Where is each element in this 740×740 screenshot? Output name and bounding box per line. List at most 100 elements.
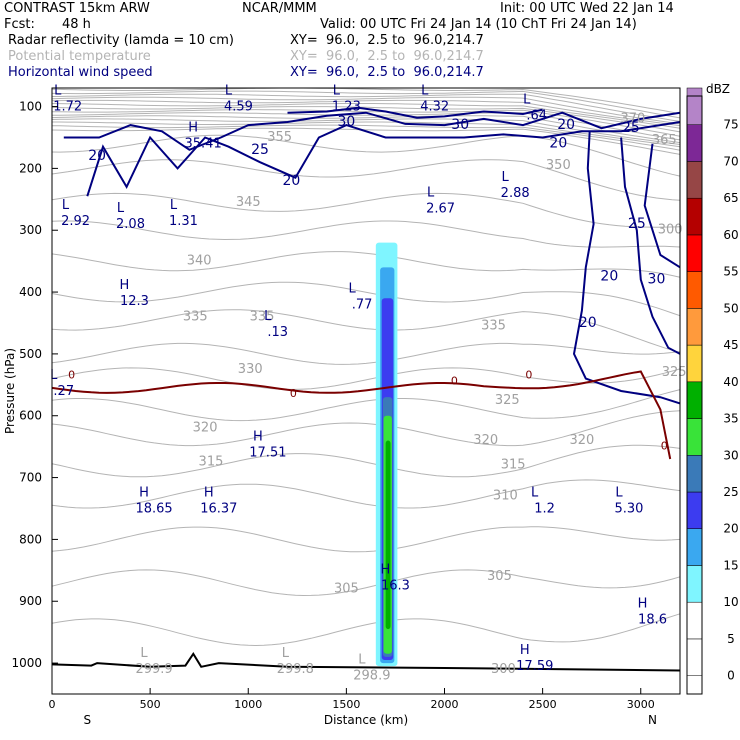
center-value: 18.65	[135, 501, 172, 516]
theta-contour	[51, 220, 681, 248]
center-marker-H: H	[253, 430, 263, 445]
field-xy-wind: XY= 96.0, 2.5 to 96.0,214.7	[290, 65, 484, 80]
freezing-label: 0	[451, 375, 458, 388]
wind-label: 30	[337, 114, 355, 130]
colorbar-label: 5	[727, 632, 735, 646]
wind-speed-contour	[86, 121, 681, 197]
x-tick-label: 1000	[234, 698, 262, 711]
forecast-label: Fcst:	[4, 17, 35, 32]
center-marker-L: L	[54, 83, 62, 98]
center-value: 2.92	[61, 214, 90, 229]
y-tick-label: 700	[19, 471, 42, 485]
wind-label: 25	[622, 120, 640, 136]
theta-label: 300	[491, 662, 516, 677]
center-marker-H: H	[381, 563, 391, 578]
theta-contour	[51, 569, 681, 597]
center-marker-L: L	[170, 198, 178, 213]
center-value: 298.9	[353, 668, 390, 683]
center-value: 5.30	[614, 501, 643, 516]
center-value: 17.51	[249, 446, 286, 461]
theta-label: 320	[193, 421, 218, 436]
wind-label: 20	[549, 136, 567, 152]
center-marker-L: L	[140, 646, 148, 661]
center-marker-L: L	[421, 83, 429, 98]
theta-contour	[51, 106, 681, 133]
theta-contour	[51, 410, 681, 447]
colorbar-swatch	[686, 87, 703, 125]
center-value: 2.88	[501, 186, 530, 201]
theta-label: 365	[652, 133, 677, 148]
colorbar-label: 60	[723, 228, 738, 242]
valid-time: Valid: 00 UTC Fri 24 Jan 14 (10 ChT Fri …	[320, 17, 637, 32]
x-axis-label: Distance (km)	[324, 713, 408, 727]
theta-contour	[51, 87, 681, 115]
x-tick-label: 3000	[627, 698, 655, 711]
x-tick-label: 0	[49, 698, 56, 711]
center-marker-L: L	[50, 368, 58, 383]
theta-label: 315	[501, 458, 526, 473]
colorbar-swatch	[686, 455, 703, 493]
freezing-label: 0	[68, 369, 75, 382]
theta-contour	[51, 99, 681, 127]
theta-contour	[51, 613, 681, 647]
wind-label: 30	[648, 272, 666, 288]
center-value: 16.37	[200, 501, 237, 516]
theta-contour	[51, 192, 681, 228]
center-value: .27	[53, 384, 74, 399]
wind-label: 25	[251, 142, 269, 158]
colorbar-swatch	[686, 124, 703, 162]
center-value: 4.32	[420, 99, 449, 114]
center-value: .77	[352, 297, 373, 312]
theta-label: 330	[238, 362, 263, 377]
y-tick-label: 200	[19, 161, 42, 175]
x-tick-label: 2500	[529, 698, 557, 711]
wind-speed-contour	[620, 137, 681, 355]
theta-contour	[51, 309, 681, 353]
wind-label: 20	[600, 269, 618, 285]
colorbar-swatch	[686, 271, 703, 309]
theta-contour	[51, 96, 681, 125]
center-marker-H: H	[204, 485, 214, 500]
theta-label: 325	[495, 393, 520, 408]
theta-label: 340	[187, 254, 212, 269]
theta-label: 325	[662, 365, 687, 380]
colorbar-label: 0	[727, 669, 735, 683]
endpoint-north: N	[648, 713, 657, 727]
y-tick-label: 100	[19, 100, 42, 114]
endpoint-south: S	[84, 713, 92, 727]
center-marker-L: L	[523, 93, 531, 108]
center-value: 1.2	[534, 501, 555, 516]
theta-contour	[52, 112, 681, 141]
theta-contour	[51, 159, 681, 201]
wind-label: 25	[628, 216, 646, 232]
theta-label: 305	[334, 581, 359, 596]
colorbar-label: 55	[723, 265, 738, 279]
colorbar-label: 70	[723, 154, 738, 168]
center-marker-H: H	[520, 643, 530, 658]
colorbar-label: 65	[723, 191, 738, 205]
colorbar-label: 15	[723, 558, 738, 572]
y-tick-label: 400	[19, 285, 42, 299]
y-tick-label: 800	[19, 532, 42, 546]
center-value: .64	[526, 109, 547, 124]
theta-label: 335	[481, 319, 506, 334]
colorbar-unit: dBZ	[706, 82, 730, 96]
colorbar-label: 75	[723, 118, 738, 132]
center-value: 1.72	[53, 99, 82, 114]
wind-label: 20	[579, 315, 597, 331]
wind-label: 20	[88, 148, 106, 164]
field-name-theta: Potential temperature	[8, 49, 151, 64]
center-value: 35.41	[185, 137, 222, 152]
model-title: CONTRAST 15km ARW	[4, 1, 150, 16]
theta-label: 370	[620, 111, 645, 126]
y-tick-label: 600	[19, 409, 42, 423]
theta-contour	[51, 103, 681, 129]
center-marker-H: H	[139, 485, 149, 500]
center-marker-L: L	[358, 652, 366, 667]
colorbar-swatch	[686, 308, 703, 346]
wind-label: 30	[451, 117, 469, 133]
center-marker-L: L	[333, 83, 341, 98]
y-tick-label: 500	[19, 347, 42, 361]
center-marker-H: H	[638, 597, 648, 612]
